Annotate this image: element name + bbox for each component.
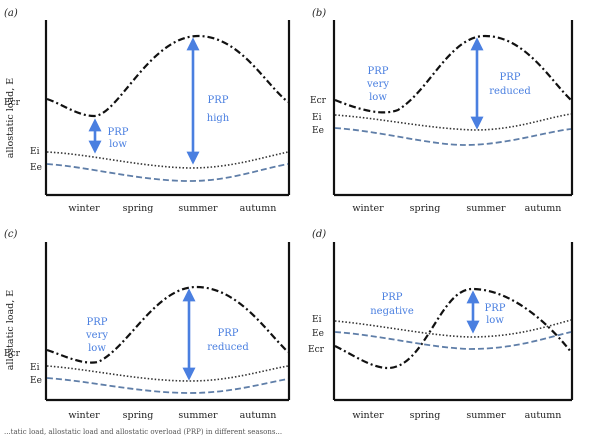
ecr-label-d: Ecr <box>308 345 325 355</box>
season-winter-a: winter <box>68 203 100 214</box>
ee-curve-a <box>46 163 289 182</box>
y-axis-label-a: allostatic load, E <box>5 78 16 159</box>
season-summer-b: summer <box>466 203 506 214</box>
prp-label-reduced-c: PRP reduced <box>207 328 249 353</box>
prp-label-verylow-c: PRP very low <box>85 317 108 354</box>
prp-label-low-d: PRP low <box>485 303 506 326</box>
season-summer-d: summer <box>466 410 506 421</box>
ee-curve-c <box>46 377 289 394</box>
ee-label-c: Ee <box>30 376 42 386</box>
panel-a: (a) allostatic load, E PRP low PRP high Ec… <box>4 8 291 214</box>
season-autumn-d: autumn <box>525 410 562 421</box>
ei-label-b: Ei <box>312 113 322 123</box>
ei-curve-a <box>46 151 289 169</box>
ecr-curve-a <box>46 34 289 118</box>
season-autumn-c: autumn <box>240 410 277 421</box>
ee-label-a: Ee <box>30 163 42 173</box>
prp-label-high-a: PRP high <box>207 95 230 124</box>
panel-c: (c) allostatic load, E PRP very low PRP red… <box>4 229 291 421</box>
ee-curve-b <box>334 127 572 146</box>
panel-label-d: (d) <box>312 229 326 240</box>
ei-label-c: Ei <box>30 363 40 373</box>
season-spring-b: spring <box>410 203 441 214</box>
ee-label-d: Ee <box>312 329 324 339</box>
season-winter-d: winter <box>352 410 384 421</box>
season-summer-a: summer <box>178 203 218 214</box>
season-winter-b: winter <box>352 203 384 214</box>
season-spring-d: spring <box>410 410 441 421</box>
ecr-curve-b <box>334 34 572 114</box>
season-autumn-a: autumn <box>240 203 277 214</box>
prp-label-low-a: PRP low <box>108 127 129 150</box>
season-spring-c: spring <box>123 410 154 421</box>
ecr-curve-c <box>46 285 289 364</box>
panel-b: (b) PRP very low PRP reduced Ecr Ei Ee wint… <box>310 8 574 214</box>
prp-label-reduced-b: PRP reduced <box>489 72 531 97</box>
panel-d: (d) PRP negative PRP low Ei Ee Ecr winter … <box>308 229 574 421</box>
ei-label-a: Ei <box>30 147 40 157</box>
panel-label-a: (a) <box>4 8 18 19</box>
ee-label-b: Ee <box>312 126 324 136</box>
panel-label-b: (b) <box>312 8 326 19</box>
ecr-label-c: Ecr <box>4 349 21 359</box>
ei-label-d: Ei <box>312 315 322 325</box>
ei-curve-c <box>46 365 289 382</box>
y-axis-label-c: allostatic load, E <box>5 290 16 371</box>
season-summer-c: summer <box>178 410 218 421</box>
season-winter-c: winter <box>68 410 100 421</box>
ee-curve-d <box>334 331 572 350</box>
ei-curve-b <box>334 113 572 131</box>
season-spring-a: spring <box>123 203 154 214</box>
panel-label-c: (c) <box>4 229 18 240</box>
prp-label-negative-d: PRP negative <box>370 292 414 317</box>
season-autumn-b: autumn <box>525 203 562 214</box>
prp-label-verylow-b: PRP very low <box>366 66 389 103</box>
ecr-curve-d <box>334 287 572 370</box>
ecr-label-a: Ecr <box>4 98 21 108</box>
figure-caption: ...tatic load, allostatic load and allos… <box>4 428 282 436</box>
ecr-label-b: Ecr <box>310 96 327 106</box>
ei-curve-d <box>334 319 572 338</box>
